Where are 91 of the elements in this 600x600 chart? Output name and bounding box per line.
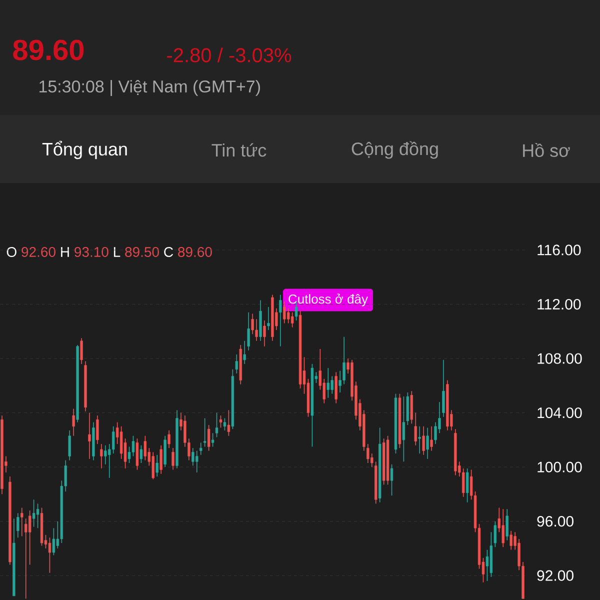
candlestick: [132, 435, 135, 457]
candlestick: [219, 415, 222, 428]
candlestick: [414, 412, 417, 446]
candlestick: [342, 336, 346, 385]
candlestick: [251, 313, 254, 335]
candlestick: [330, 376, 334, 394]
candlestick: [227, 410, 230, 436]
candlestick: [196, 450, 198, 473]
candlestick: [494, 520, 497, 548]
candlestick: [72, 408, 75, 436]
candlestick: [255, 318, 258, 342]
text: 15:30:08 | Việt Nam (GMT+7): [40, 80, 260, 96]
candlestick: [243, 340, 246, 364]
annotation: 89.60: [178, 247, 212, 257]
y-tick-label: 116.00: [538, 244, 581, 256]
y-tick-label: 112.00: [538, 298, 581, 310]
candlestick: [168, 430, 170, 448]
candlestick: [24, 518, 28, 600]
candlestick: [502, 508, 504, 548]
candlestick: [28, 510, 32, 566]
annotation: 89.50: [125, 247, 159, 257]
candlestick: [426, 427, 429, 460]
candlestick: [422, 426, 425, 456]
candlestick: [104, 444, 107, 465]
candlestick: [279, 294, 282, 347]
candlestick: [52, 528, 56, 556]
candlestick: [263, 320, 266, 347]
text: Hồ sơ: [523, 142, 570, 157]
candlestick: [120, 426, 123, 460]
candlestick: [430, 426, 433, 452]
chart-subtitle: -2.80 / -3.03%: [167, 48, 292, 62]
candlestick: [462, 468, 465, 498]
candlestick: [442, 359, 445, 418]
candlestick: [215, 412, 218, 438]
candlestick: [48, 537, 52, 574]
y-tick-label: 104.00: [538, 407, 582, 418]
annotation: C: [164, 247, 174, 257]
y-tick-label: 108.00: [538, 353, 582, 364]
candlestick: [68, 430, 71, 461]
text: Tổng quan: [42, 140, 127, 160]
annotation: 92.60: [22, 247, 56, 257]
candlestick: [434, 422, 437, 444]
candlestick: [283, 301, 286, 324]
text: Tin tức: [212, 143, 266, 157]
candlestick: [156, 454, 158, 477]
annotation: 93.10: [74, 247, 108, 257]
candlestick: [20, 507, 24, 537]
candlestick: [267, 306, 270, 330]
candlestick: [287, 308, 290, 324]
candlestick: [112, 426, 115, 454]
candlestick: [390, 464, 394, 496]
y-tick-label: 92.00: [537, 570, 574, 581]
candlestick: [16, 512, 20, 538]
annotation: L: [114, 247, 120, 257]
annotation: H: [61, 247, 69, 257]
candlestick: [172, 448, 174, 470]
candlestick: [36, 503, 40, 528]
candlestick: [290, 312, 294, 328]
candlestick: [418, 426, 421, 454]
candlestick: [486, 549, 489, 582]
chart-title: 89.60: [13, 40, 84, 60]
candlestick: [506, 508, 508, 541]
candlestick: [207, 424, 210, 452]
candlestick: [140, 444, 143, 464]
candlestick: [203, 418, 206, 448]
text: Cộng đồng: [352, 141, 438, 159]
candlestick: [366, 444, 370, 464]
candlestick: [160, 444, 162, 474]
candlestick: [402, 396, 406, 462]
candlestick: [88, 412, 91, 460]
candlestick: [32, 499, 36, 528]
candlestick: [211, 432, 214, 448]
y-tick-label: 100.00: [538, 462, 582, 472]
annotation: Cutloss ở đây: [288, 294, 368, 306]
candlestick: [152, 452, 154, 480]
y-tick-label: 96.00: [537, 516, 574, 527]
candlestick: [235, 354, 238, 374]
candlestick: [510, 530, 512, 550]
candlestick: [80, 338, 83, 364]
candlestick: [136, 438, 139, 470]
candlestick: [223, 418, 226, 431]
candlestick: [144, 435, 147, 461]
candlestick: [96, 415, 99, 444]
candlestick: [192, 448, 194, 466]
candlestick: [334, 372, 338, 404]
candlestick: [247, 312, 250, 351]
candlestick: [466, 468, 469, 503]
candlestick: [100, 444, 103, 469]
candlestick: [200, 442, 202, 456]
annotation: O: [6, 247, 16, 257]
candlestick: [326, 368, 330, 398]
